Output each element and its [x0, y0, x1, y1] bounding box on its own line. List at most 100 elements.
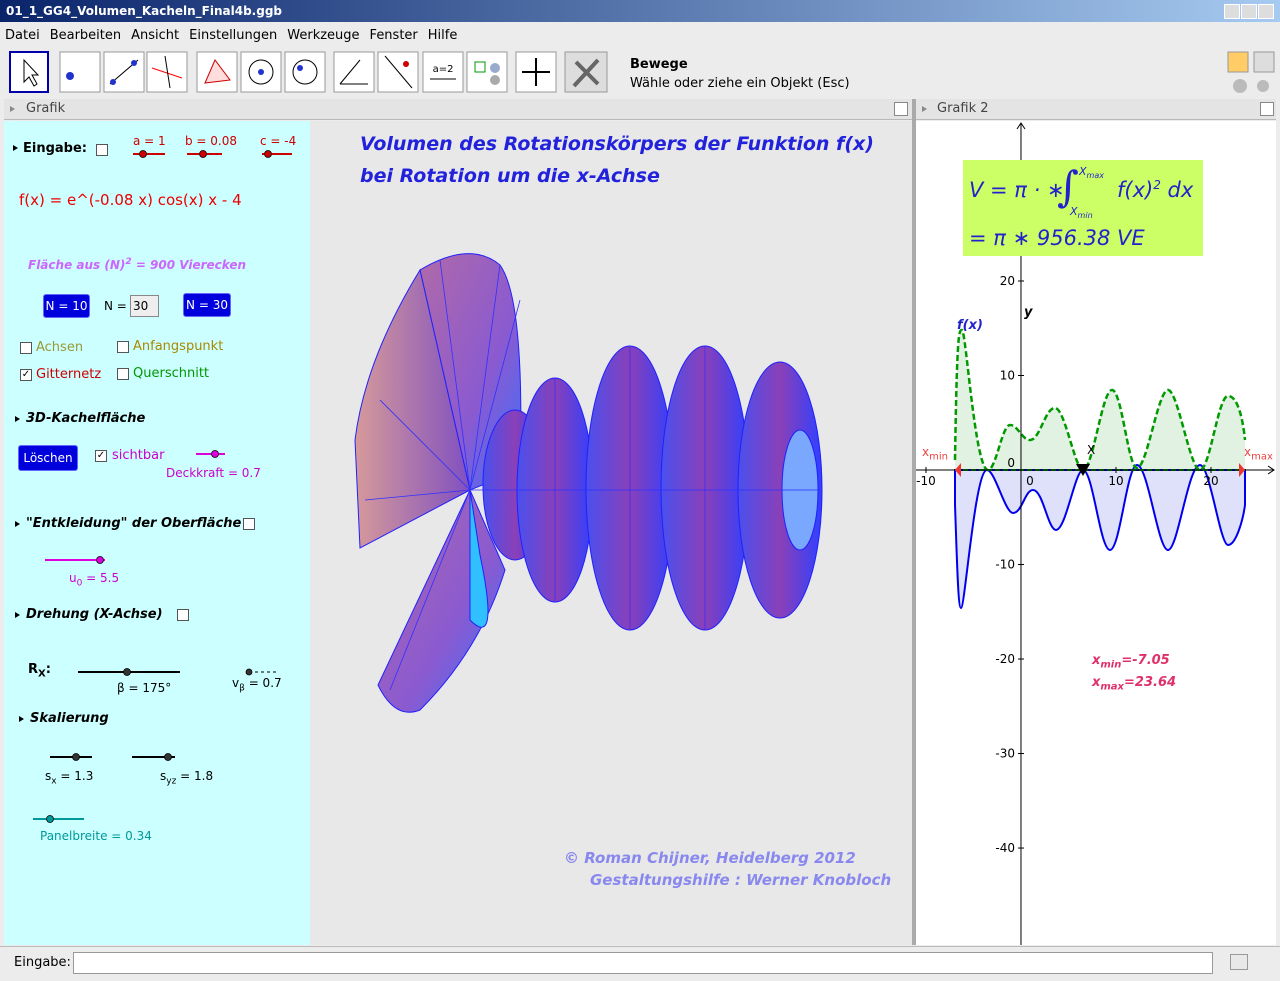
xmax-value: xmax=23.64 — [1092, 675, 1176, 693]
rect — [284, 51, 326, 93]
slider-label: a = 1 — [133, 134, 166, 148]
tri — [15, 612, 20, 618]
line — [384, 55, 413, 89]
rotation-label: RX: — [28, 662, 51, 680]
circle — [292, 59, 318, 85]
circle — [211, 450, 219, 458]
y-tick-label: -30 — [995, 747, 1015, 761]
rect — [333, 51, 375, 93]
close[interactable] — [1258, 4, 1274, 19]
input-help[interactable] — [1230, 954, 1248, 970]
button[interactable]: Löschen — [18, 445, 78, 471]
g — [9, 51, 608, 93]
menu-item[interactable]: Werkzeuge — [287, 27, 360, 43]
g — [46, 150, 272, 823]
sup: 2 — [125, 257, 132, 267]
sub: X — [38, 668, 46, 680]
input-bar: Eingabe: — [0, 946, 1280, 981]
sub: x — [51, 776, 57, 787]
menu-item[interactable]: Ansicht — [131, 27, 180, 43]
path — [522, 58, 550, 86]
view-close[interactable] — [1260, 102, 1274, 116]
span: x — [1244, 445, 1252, 459]
span: dx — [1167, 178, 1194, 202]
minimize[interactable] — [1224, 4, 1240, 19]
checkbox[interactable] — [117, 368, 129, 380]
sub: max — [1086, 171, 1104, 181]
tri — [13, 145, 18, 151]
span: = 1.3 — [60, 769, 94, 783]
section-heading: "Entkleidung" der Oberfläche — [26, 516, 242, 531]
span: = 5.5 — [86, 571, 120, 585]
menu-item[interactable]: Fenster — [369, 27, 418, 43]
tool-name: Bewege — [630, 57, 688, 72]
tri — [15, 521, 20, 527]
curve-label: f(x) — [957, 318, 983, 333]
view-header: Grafik — [4, 99, 912, 120]
toolbar: a=2 — [9, 51, 1275, 93]
x-tick-label: 10 — [1108, 474, 1123, 488]
view-header: Grafik 2 — [916, 99, 1276, 120]
checkbox[interactable] — [20, 342, 32, 354]
y-tick-label: 20 — [1000, 274, 1015, 288]
span: s — [160, 769, 167, 783]
rect — [1227, 51, 1249, 73]
menu-item[interactable]: Einstellungen — [189, 27, 278, 43]
sub: 0 — [76, 578, 83, 589]
function-text: f(x) = e^(-0.08 x) cos(x) x - 4 — [19, 191, 242, 209]
button[interactable]: N = 10 — [43, 294, 90, 318]
circle — [1233, 79, 1247, 93]
span: s — [45, 769, 52, 783]
path — [469, 489, 489, 628]
circle — [96, 556, 104, 564]
input-field[interactable] — [73, 952, 1213, 974]
checkbox[interactable] — [177, 609, 189, 621]
menu-item[interactable]: Datei — [5, 27, 40, 43]
circle — [123, 668, 131, 676]
circle — [490, 63, 500, 73]
checkbox[interactable] — [96, 144, 108, 156]
formula-result: = π ∗ 956.38 VE — [969, 226, 1145, 250]
rotation-body — [354, 253, 823, 713]
point-label: X — [1087, 443, 1096, 457]
circle — [139, 150, 147, 158]
polygon — [204, 59, 231, 84]
checkbox[interactable] — [117, 341, 129, 353]
maximize[interactable] — [1241, 4, 1257, 19]
section-heading: 3D-Kachelfläche — [26, 411, 146, 426]
x-tick-label: 0 — [1026, 474, 1034, 488]
rect — [59, 51, 101, 93]
circle — [403, 61, 409, 67]
line — [164, 55, 171, 89]
sub: yz — [166, 776, 177, 787]
checkbox[interactable] — [243, 518, 255, 530]
area-text: Fläche aus (N)2 = 900 Vierecken — [28, 257, 246, 272]
n-input[interactable]: 30 — [130, 295, 159, 317]
menu-item[interactable]: Hilfe — [427, 27, 458, 43]
graphics-view: Volumen des Rotationskörpers der Funktio… — [310, 121, 912, 945]
circle — [490, 75, 500, 85]
button[interactable]: N = 30 — [183, 293, 231, 317]
span: = 0.7 — [248, 676, 282, 690]
circle — [248, 59, 274, 85]
span: =23.64 — [1124, 675, 1177, 690]
circle — [245, 668, 253, 676]
span: v — [232, 676, 240, 690]
y-arrow — [1016, 122, 1026, 130]
menu-item[interactable]: Bearbeiten — [49, 27, 122, 43]
view-close[interactable] — [894, 102, 908, 116]
integral: ∫ — [1057, 162, 1079, 211]
span: =-7.05 — [1121, 653, 1170, 668]
integrand: f(x)2 dx — [1117, 178, 1193, 202]
checkbox[interactable]: ✓ — [20, 369, 32, 381]
sub: min — [929, 451, 948, 463]
input-label: N = — [104, 299, 127, 313]
formula-box: V = π · ∗ ∫ Xmax Xmin f(x)2 dx = π ∗ 956… — [963, 160, 1203, 256]
span: = 900 Vierecken — [135, 258, 247, 272]
splitter[interactable] — [912, 99, 916, 945]
sliders — [33, 150, 292, 823]
tri — [19, 716, 24, 722]
xmin-value: xmin=-7.05 — [1092, 653, 1170, 671]
x-arrow — [1267, 465, 1275, 475]
checkbox[interactable]: ✓ — [95, 450, 107, 462]
